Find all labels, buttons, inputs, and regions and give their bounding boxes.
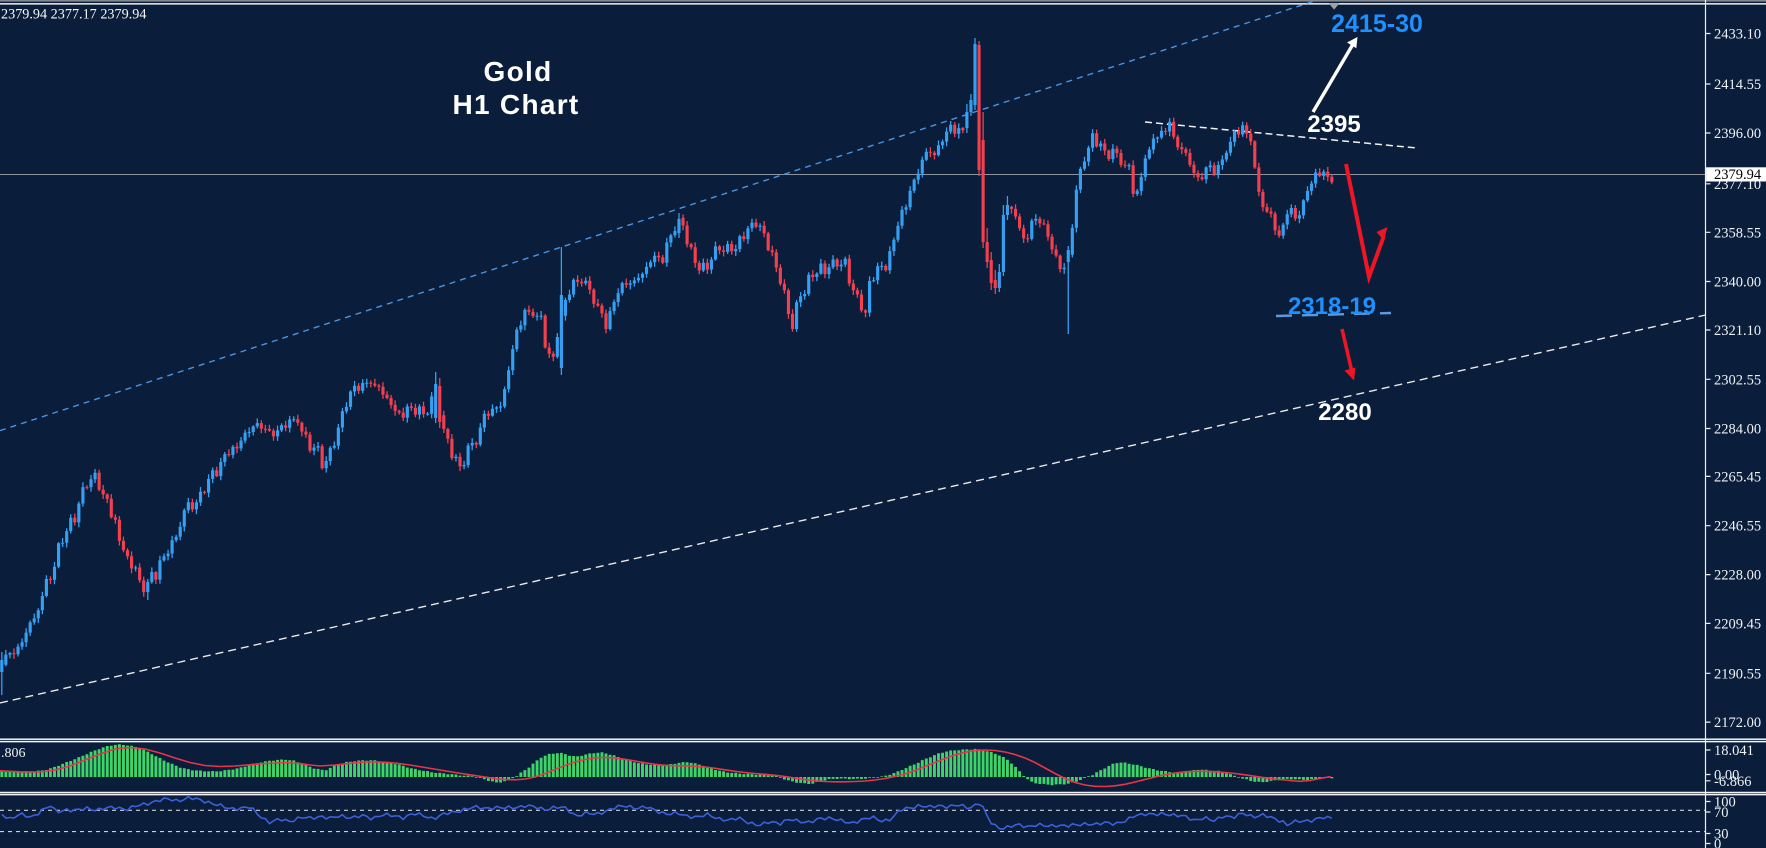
- svg-text:0: 0: [1714, 837, 1721, 848]
- svg-text:30: 30: [1714, 827, 1729, 843]
- svg-text:2340.00: 2340.00: [1714, 275, 1761, 291]
- svg-text:2172.00: 2172.00: [1714, 715, 1761, 731]
- svg-text:2358.55: 2358.55: [1714, 225, 1761, 241]
- svg-text:2379.94 2377.17 2379.94: 2379.94 2377.17 2379.94: [1, 6, 146, 22]
- svg-text:100: 100: [1714, 795, 1736, 811]
- svg-text:2228.00: 2228.00: [1714, 568, 1761, 584]
- svg-text:2209.45: 2209.45: [1714, 616, 1761, 632]
- svg-text:2414.55: 2414.55: [1714, 77, 1761, 93]
- svg-text:2433.10: 2433.10: [1714, 27, 1761, 43]
- svg-text:2280: 2280: [1318, 399, 1371, 426]
- svg-text:2265.45: 2265.45: [1714, 469, 1761, 485]
- svg-text:2415-30: 2415-30: [1331, 10, 1423, 38]
- svg-text:H1 Chart: H1 Chart: [452, 89, 579, 120]
- svg-text:18.041: 18.041: [1714, 743, 1754, 759]
- svg-text:2318-19: 2318-19: [1288, 293, 1376, 320]
- svg-text:2379.94: 2379.94: [1714, 167, 1762, 183]
- svg-text:2395: 2395: [1307, 111, 1360, 138]
- svg-text:70: 70: [1714, 805, 1729, 821]
- svg-text:.806: .806: [1, 746, 26, 761]
- svg-text:2190.55: 2190.55: [1714, 666, 1761, 682]
- svg-text:-6.866: -6.866: [1714, 774, 1751, 790]
- svg-text:2396.00: 2396.00: [1714, 126, 1761, 142]
- svg-text:2284.00: 2284.00: [1714, 422, 1761, 438]
- svg-text:2302.55: 2302.55: [1714, 372, 1761, 388]
- svg-text:Gold: Gold: [484, 56, 553, 87]
- svg-text:0.00: 0.00: [1714, 768, 1739, 784]
- svg-text:2246.55: 2246.55: [1714, 519, 1761, 535]
- svg-text:2321.10: 2321.10: [1714, 323, 1761, 339]
